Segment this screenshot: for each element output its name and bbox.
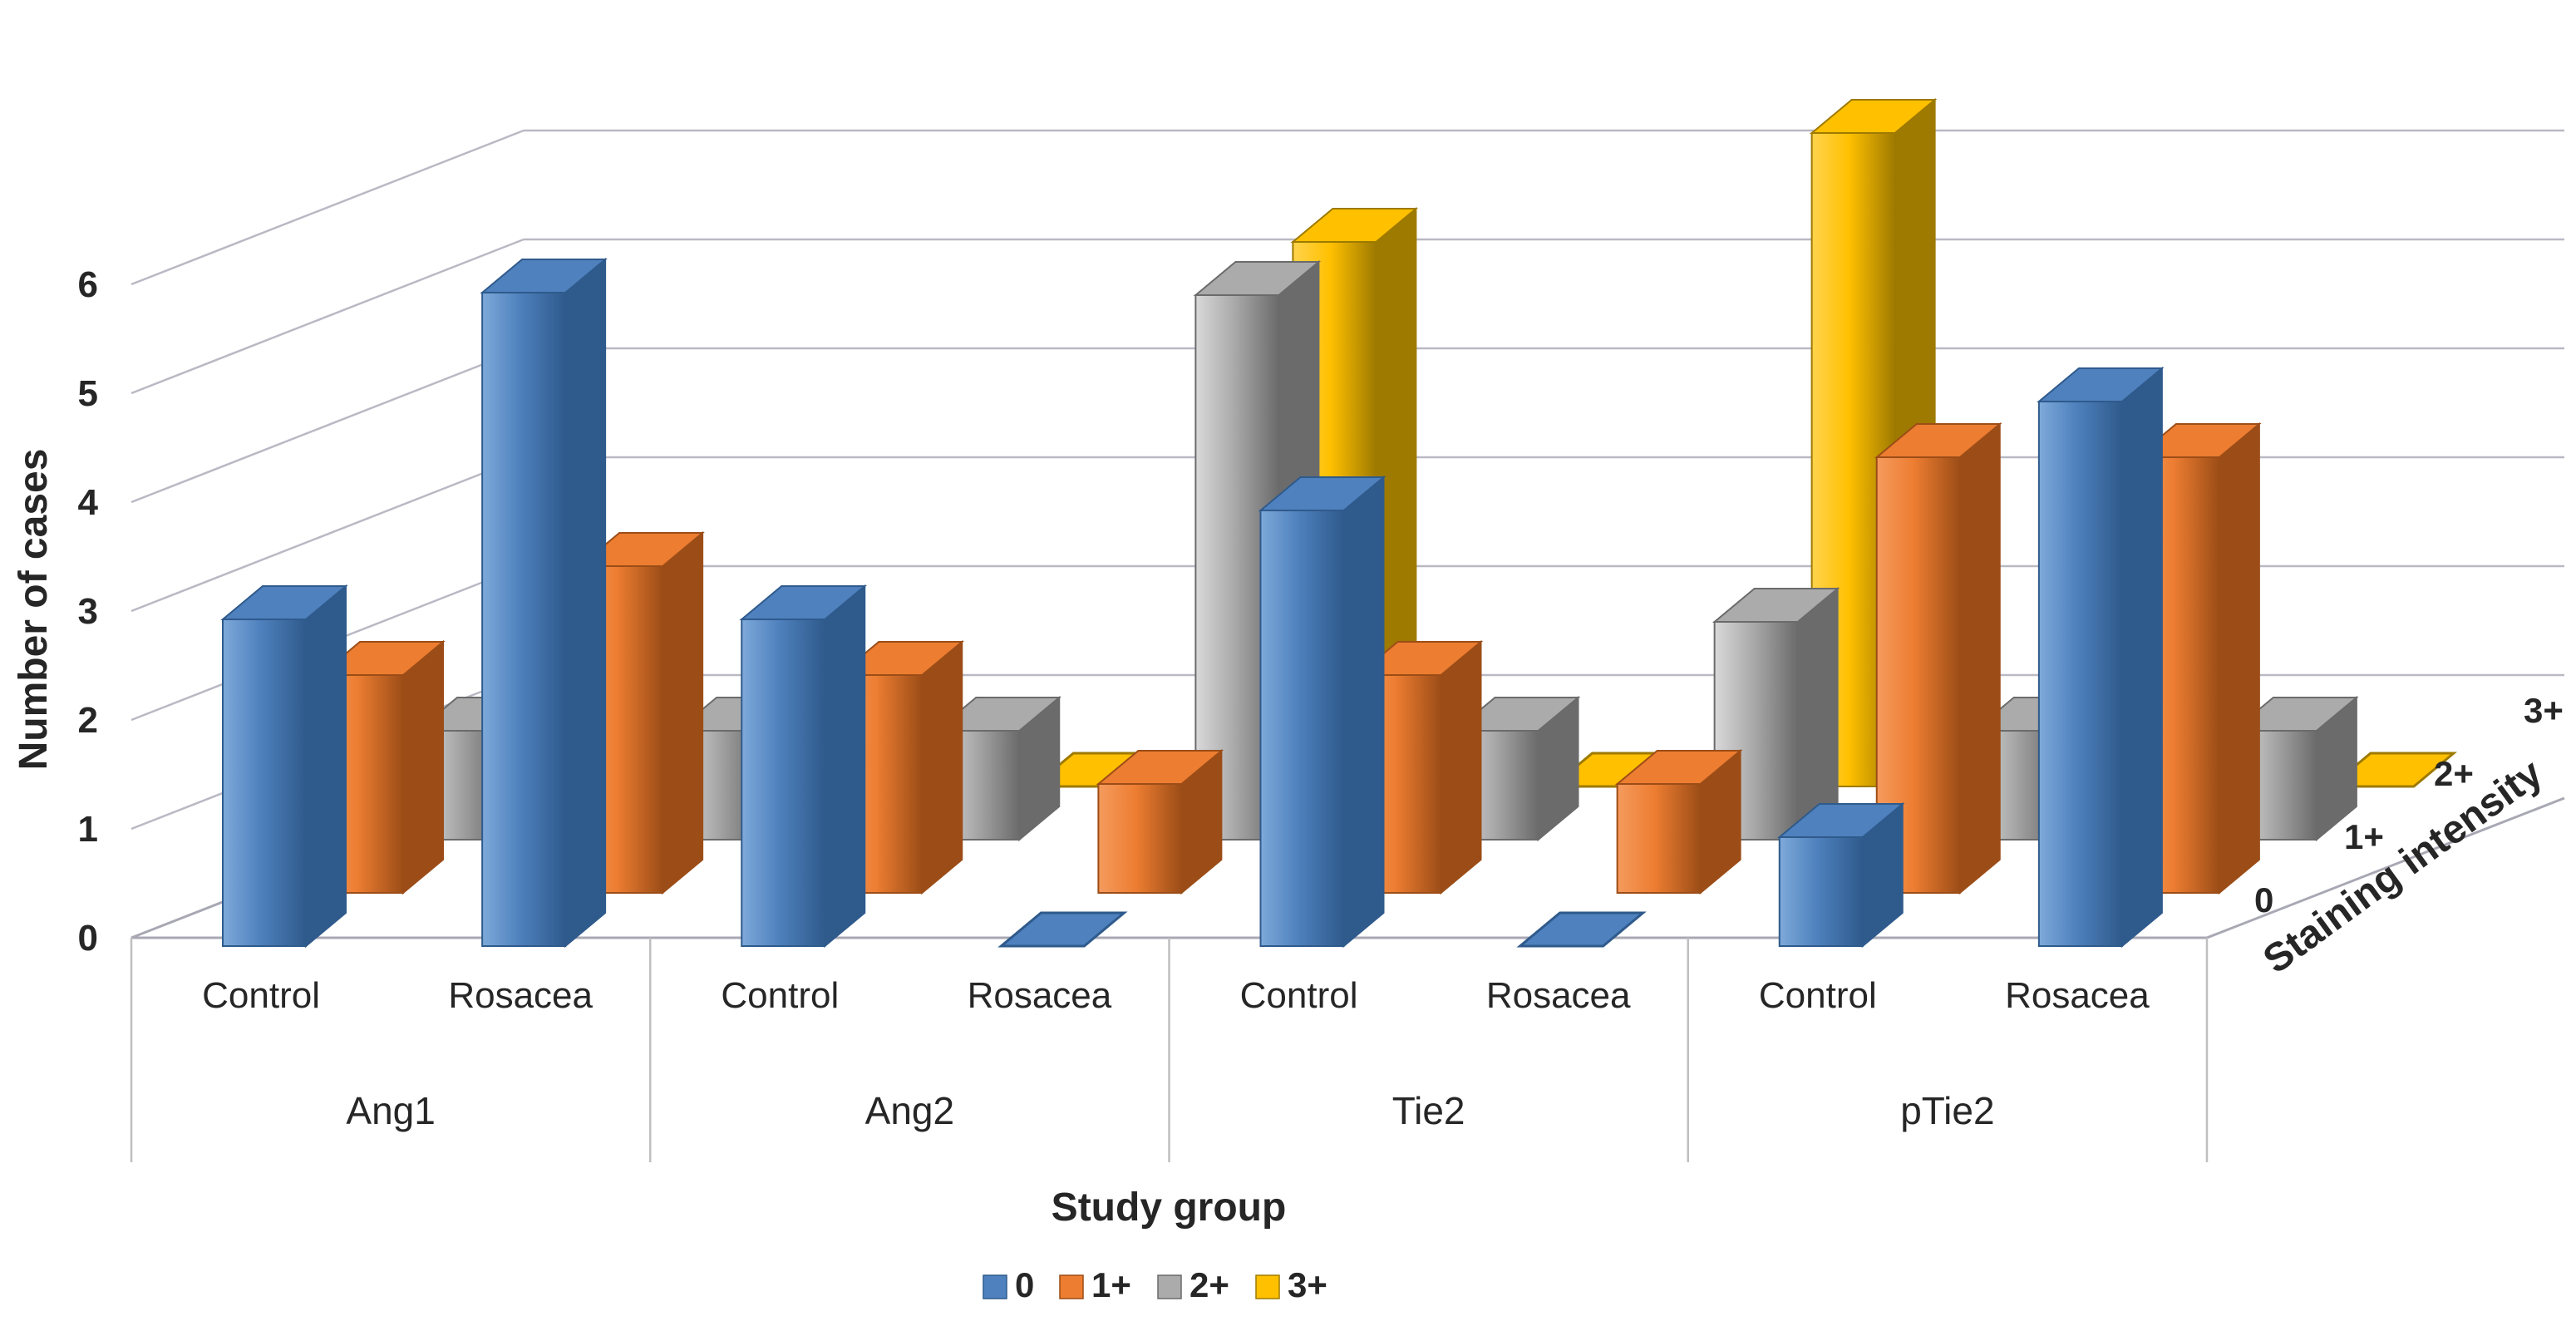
legend-label-1+: 1+ — [1091, 1265, 1131, 1304]
group-label: Ang1 — [346, 1089, 435, 1132]
subgroup-label: Control — [1240, 975, 1358, 1016]
bar-Ang1-Rosacea-0 — [480, 257, 608, 949]
group-label: Ang2 — [865, 1089, 954, 1132]
subgroup-label: Rosacea — [448, 975, 593, 1016]
bar-side-face — [402, 639, 444, 895]
gridline-leftwall — [131, 238, 525, 395]
bar-pTie2-Rosacea-0 — [2037, 366, 2165, 949]
y-tick-label: 6 — [78, 264, 98, 305]
bar-Tie2-Rosacea-0 — [1516, 911, 1647, 948]
bar-side-face — [662, 530, 704, 895]
bar-front-face — [1778, 836, 1864, 947]
legend-swatch-0 — [983, 1274, 1007, 1299]
gridline-leftwall — [131, 456, 525, 613]
subgroup-label: Rosacea — [2005, 975, 2150, 1016]
bar-side-face — [564, 257, 607, 949]
y-tick-label: 3 — [78, 591, 98, 632]
bars — [220, 97, 2458, 949]
bar-front-face — [1097, 783, 1183, 894]
bar-front-face — [1259, 510, 1345, 947]
bar-Tie2-Control-0 — [1258, 475, 1387, 949]
bar-Ang1-Control-0 — [220, 584, 348, 949]
gridline-leftwall — [131, 347, 525, 504]
legend — [983, 1274, 1280, 1299]
subgroup-label: Control — [721, 975, 839, 1016]
bar-front-face — [2037, 401, 2123, 947]
bar-front-face — [1616, 783, 1702, 894]
legend-label-2+: 2+ — [1189, 1265, 1229, 1304]
bar-side-face — [921, 639, 963, 895]
bar-Tie2-Rosacea-2+ — [1712, 586, 1840, 842]
legend-swatch-1+ — [1059, 1274, 1084, 1299]
bar-side-face — [1958, 421, 2001, 895]
bar-side-face — [2120, 366, 2163, 949]
legend-swatch-2+ — [1157, 1274, 1182, 1299]
subgroup-label: Rosacea — [1486, 975, 1631, 1016]
z-tick-label: 0 — [2254, 880, 2273, 919]
legend-label-3+: 3+ — [1288, 1265, 1327, 1304]
bar-front-face — [222, 619, 307, 947]
category-table — [130, 938, 2209, 1162]
x-axis-title: Study group — [1052, 1186, 1287, 1230]
group-label: Tie2 — [1392, 1089, 1465, 1132]
gridline-leftwall — [131, 129, 525, 286]
bar-Ang2-Rosacea-0 — [997, 911, 1128, 948]
bar-Tie2-Rosacea-1+ — [1614, 748, 1743, 895]
bar-Ang2-Rosacea-1+ — [1096, 748, 1224, 895]
z-tick-label: 2+ — [2434, 754, 2474, 793]
subgroup-label: Rosacea — [968, 975, 1112, 1016]
bar-side-face — [1796, 586, 1839, 842]
bar-front-face — [741, 619, 826, 947]
floor-right-edge — [2206, 796, 2565, 939]
subgroup-label: Control — [202, 975, 320, 1016]
y-tick-label: 4 — [78, 482, 99, 523]
bar-side-face — [1440, 639, 1482, 895]
y-tick-label: 2 — [78, 700, 98, 741]
subgroup-label: Control — [1759, 975, 1877, 1016]
bar-flat-zero — [997, 911, 1128, 948]
bar-Ang2-Control-2+ — [933, 695, 1062, 842]
bar-side-face — [824, 584, 866, 949]
legend-label-0: 0 — [1015, 1265, 1034, 1304]
bar-side-face — [1342, 475, 1385, 949]
z-tick-label: 3+ — [2524, 691, 2564, 730]
y-axis-title: Number of cases — [12, 449, 56, 771]
legend-swatch-3+ — [1255, 1274, 1280, 1299]
group-label: pTie2 — [1900, 1089, 1994, 1132]
y-tick-label: 0 — [78, 918, 98, 959]
y-tick-label: 1 — [78, 809, 98, 850]
bar-side-face — [2218, 421, 2260, 895]
bar-pTie2-Control-0 — [1776, 801, 1905, 949]
z-tick-label: 1+ — [2344, 817, 2384, 856]
bar-flat-zero — [1516, 911, 1647, 948]
bar-Ang2-Control-0 — [739, 584, 868, 949]
bar-side-face — [305, 584, 347, 949]
y-tick-label: 5 — [78, 373, 98, 414]
bar-front-face — [481, 292, 567, 947]
